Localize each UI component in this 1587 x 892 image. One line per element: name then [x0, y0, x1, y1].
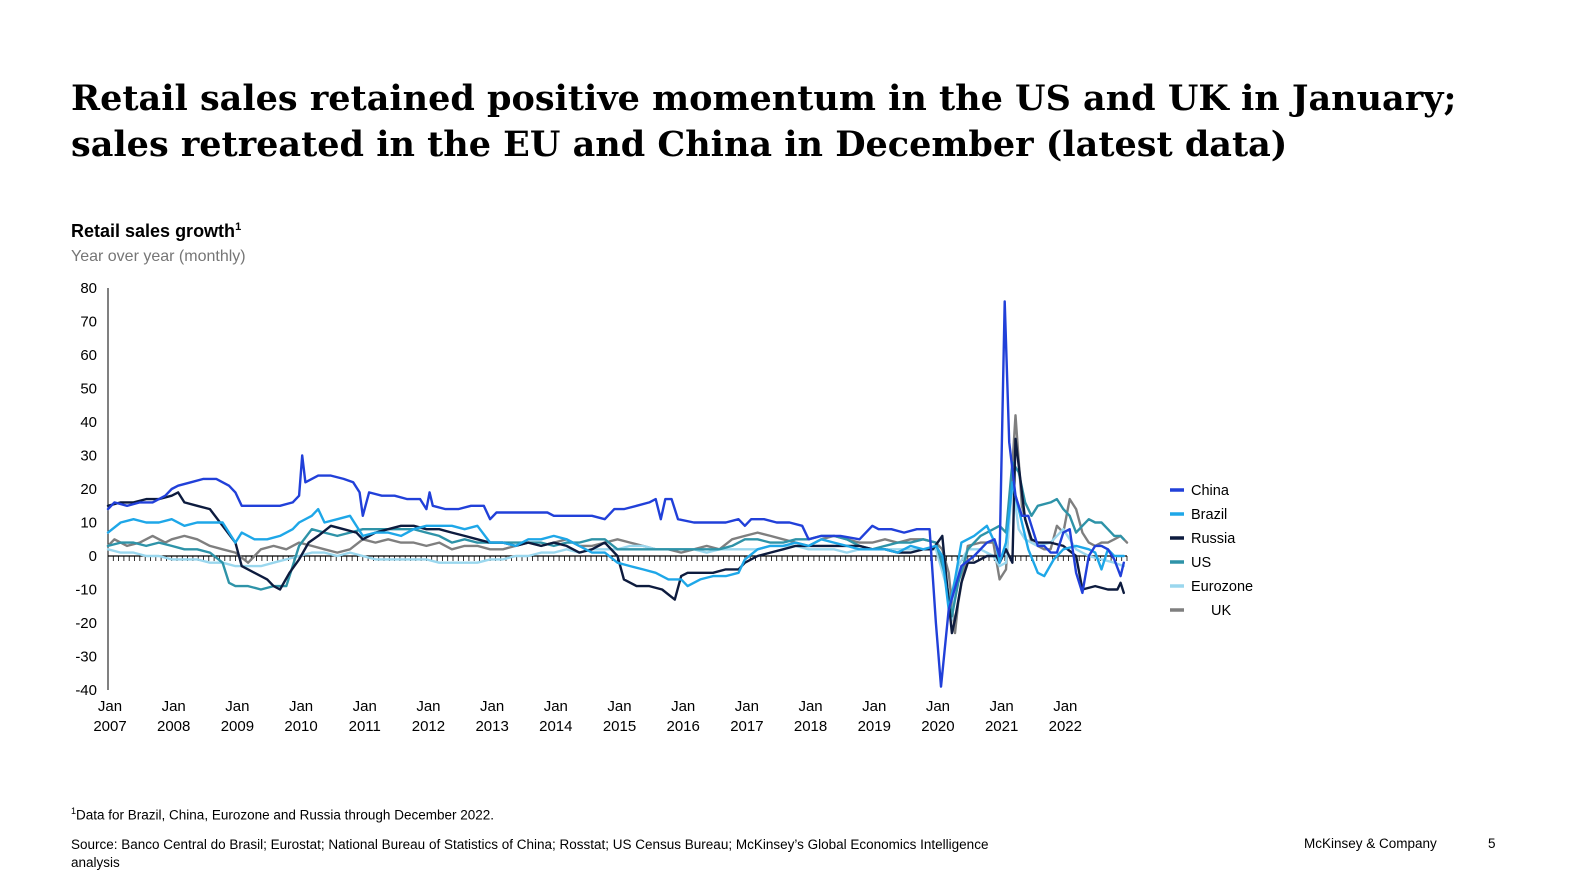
x-tick-label-month: Jan: [480, 698, 504, 715]
x-tick-label-year: 2018: [794, 718, 827, 735]
y-tick-label: -40: [75, 682, 97, 699]
x-tick-label-month: Jan: [162, 698, 186, 715]
x-tick-label-year: 2017: [730, 718, 763, 735]
x-tick-label-month: Jan: [289, 698, 313, 715]
x-minor-ticks: [107, 556, 1128, 561]
chart-subtitle: Year over year (monthly): [71, 248, 246, 265]
x-tick-label-year: 2012: [412, 718, 445, 735]
x-tick-label-month: Jan: [544, 698, 568, 715]
headline-line-1: Retail sales retained positive momentum …: [71, 78, 1457, 119]
x-tick-label-year: 2019: [858, 718, 891, 735]
y-tick-label: -10: [75, 582, 97, 599]
y-tick-label: 10: [80, 515, 97, 532]
brand-name: McKinsey & Company: [1304, 836, 1437, 851]
y-tick-label: 0: [89, 548, 97, 565]
series-line-brazil: [106, 481, 1125, 611]
y-tick-label: 70: [80, 314, 97, 331]
series-line-uk: [106, 414, 1129, 635]
x-tick-label-month: Jan: [862, 698, 886, 715]
source-note: Source: Banco Central do Brasil; Eurosta…: [71, 837, 989, 870]
x-tick-label-year: 2011: [349, 718, 381, 735]
series-line-china: [106, 300, 1125, 688]
x-tick-label-month: Jan: [735, 698, 759, 715]
page-number: 5: [1488, 836, 1496, 851]
headline-line-2: sales retreated in the EU and China in D…: [71, 124, 1288, 165]
line-chart: 80706050403020100-10-20-30-40Jan2007Jan2…: [75, 280, 1253, 735]
legend-label-russia: Russia: [1191, 531, 1236, 547]
footnote-text: Data for Brazil, China, Eurozone and Rus…: [76, 807, 494, 823]
x-tick-label-month: Jan: [98, 698, 122, 715]
chart-title-superscript: 1: [235, 221, 242, 233]
y-tick-label: -20: [75, 615, 97, 632]
x-tick-label-month: Jan: [225, 698, 249, 715]
x-tick-label-year: 2014: [539, 718, 572, 735]
x-tick-label-year: 2016: [667, 718, 700, 735]
y-tick-label: 60: [80, 347, 97, 364]
x-tick-label-month: Jan: [1053, 698, 1077, 715]
x-tick-label-month: Jan: [607, 698, 631, 715]
x-tick-label-year: 2013: [475, 718, 508, 735]
x-tick-label-year: 2010: [284, 718, 317, 735]
x-tick-label-month: Jan: [990, 698, 1014, 715]
y-tick-label: 20: [80, 481, 97, 498]
x-tick-label-month: Jan: [798, 698, 822, 715]
x-tick-label-year: 2022: [1049, 718, 1082, 735]
legend-label-china: China: [1191, 483, 1230, 499]
footnote: 1Data for Brazil, China, Eurozone and Ru…: [71, 806, 494, 823]
x-tick-label-year: 2020: [921, 718, 954, 735]
x-tick-label-year: 2007: [93, 718, 126, 735]
x-tick-label-month: Jan: [671, 698, 695, 715]
chart-title-text: Retail sales growth: [71, 221, 236, 241]
legend-label-brazil: Brazil: [1191, 507, 1227, 523]
series-line-russia: [106, 437, 1125, 635]
y-tick-label: 50: [80, 381, 97, 398]
y-tick-label: 40: [80, 414, 97, 431]
legend-label-us: US: [1191, 555, 1211, 571]
x-tick-label-month: Jan: [416, 698, 440, 715]
x-tick-label-month: Jan: [353, 698, 377, 715]
y-tick-label: -30: [75, 649, 97, 666]
chart-title: Retail sales growth1: [71, 221, 241, 242]
x-tick-label-year: 2021: [985, 718, 1018, 735]
legend-label-eurozone: Eurozone: [1191, 579, 1253, 595]
y-tick-label: 30: [80, 448, 97, 465]
y-tick-label: 80: [80, 280, 97, 297]
x-tick-label-month: Jan: [926, 698, 950, 715]
headline: Retail sales retained positive momentum …: [71, 76, 1491, 168]
x-tick-label-year: 2008: [157, 718, 190, 735]
legend-label-uk: UK: [1211, 603, 1231, 619]
x-tick-label-year: 2009: [221, 718, 254, 735]
footnote-marker: 1: [71, 806, 77, 816]
x-tick-label-year: 2015: [603, 718, 636, 735]
